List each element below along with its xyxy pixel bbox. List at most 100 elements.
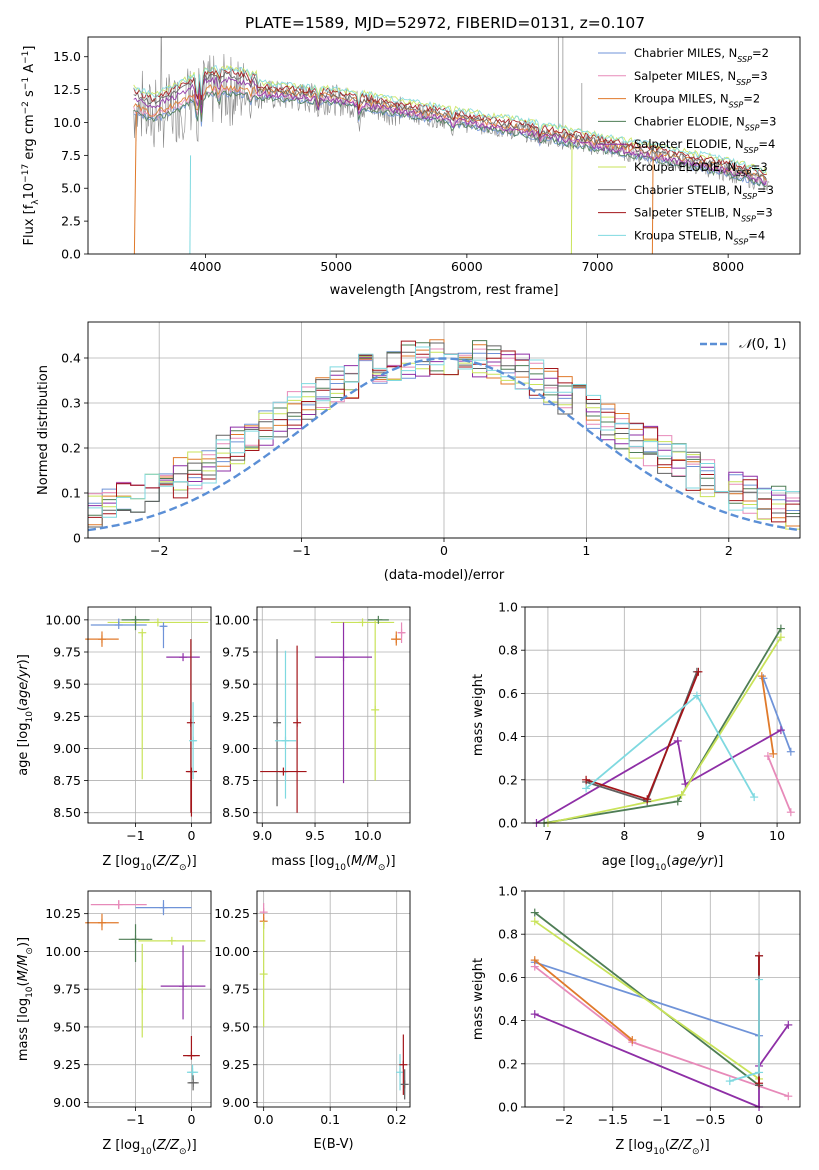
legend-entry: Salpeter ELODIE, NSSP=4 xyxy=(634,137,775,155)
y-tick-label: 10.25 xyxy=(45,906,81,921)
y-tick-label: 8.75 xyxy=(53,773,81,788)
residual-histogram xyxy=(88,340,800,523)
y-tick-label: 9.75 xyxy=(53,982,81,997)
y-tick-label: 1.0 xyxy=(498,600,518,615)
x-tick-label: 2 xyxy=(725,543,733,558)
age_vs_mass-points xyxy=(260,615,406,813)
x-tick-label: −0.5 xyxy=(695,1112,725,1127)
x-tick-label: 8000 xyxy=(712,259,744,274)
age_vs_mass-frame xyxy=(256,606,411,824)
data-point xyxy=(85,631,119,647)
y-tick-label: 0 xyxy=(73,531,81,546)
legend-entry: Kroupa ELODIE, NSSP=3 xyxy=(634,160,768,178)
mass_vs_Z-axes: −1 0 9.00 9.25 9.50 9.75 10.00 10.25 xyxy=(45,891,211,1127)
y-tick-label: 9.75 xyxy=(53,645,81,660)
data-point xyxy=(135,900,192,916)
spectrum-axes: 4000 5000 6000 7000 8000 0.0 2.5 5.0 7.5 10.0 12.5… xyxy=(53,49,744,274)
weight-line xyxy=(762,677,792,753)
y-axis-label: Normed distribution xyxy=(36,365,51,495)
y-tick-label: 10.00 xyxy=(214,612,250,627)
y-tick-label: 0.4 xyxy=(498,729,518,744)
x-axis-label: Z [log10(Z/Z⊙)] xyxy=(102,854,196,873)
x-tick-label: 10 xyxy=(769,828,785,843)
x-axis-label: (data-model)/error xyxy=(384,568,505,583)
y-tick-label: 0.2 xyxy=(498,772,518,787)
x-tick-label: 9.5 xyxy=(305,828,325,843)
x-tick-label: 0.0 xyxy=(254,1112,274,1127)
age_vs_Z-points xyxy=(85,615,209,817)
y-axis-label: mass weight xyxy=(471,674,486,756)
y-tick-label: 8.50 xyxy=(53,805,81,820)
data-point xyxy=(160,945,206,1020)
y-axis-label: mass weight xyxy=(471,958,486,1040)
y-tick-label: 0.2 xyxy=(498,1056,518,1071)
model-spectrum-line xyxy=(133,64,767,174)
y-tick-label: 10.00 xyxy=(214,944,250,959)
x-axis-label: wavelength [Angstrom, rest frame] xyxy=(330,283,559,298)
age_vs_mass-axes: 9.0 9.5 10.0 8.50 8.75 9.00 9.25 9.50 9.75 10.00 xyxy=(214,607,410,843)
data-point xyxy=(90,618,147,629)
y-axis-label: age [log10(age/yr)] xyxy=(16,654,35,776)
model-edge xyxy=(570,142,573,254)
y-tick-label: 7.5 xyxy=(61,148,81,163)
data-point xyxy=(138,628,147,780)
x-tick-label: 1 xyxy=(582,543,590,558)
y-axis-label: mass [log10(M/M⊙)] xyxy=(16,937,35,1061)
data-point xyxy=(183,1036,200,1060)
data-point xyxy=(315,622,373,784)
x-tick-label: 0.1 xyxy=(320,1112,340,1127)
y-tick-label: 10.0 xyxy=(53,115,81,130)
data-point xyxy=(400,1069,409,1100)
data-point xyxy=(118,924,153,962)
residual-histogram xyxy=(88,351,800,513)
x-tick-label: 0 xyxy=(187,1112,195,1127)
model-edge xyxy=(189,155,192,254)
y-tick-label: 9.25 xyxy=(222,709,250,724)
x-axis-label: age [log10(age/yr)] xyxy=(602,854,724,873)
legend-entry: Chabrier ELODIE, NSSP=3 xyxy=(634,114,776,131)
weight_vs_age-frame xyxy=(524,606,801,824)
x-tick-label: 7000 xyxy=(582,259,614,274)
data-point xyxy=(330,618,395,627)
x-tick-label: 0 xyxy=(755,1112,763,1127)
y-tick-label: 9.50 xyxy=(222,1019,250,1034)
weight_vs_Z-frame xyxy=(524,890,801,1108)
y-tick-label: 0.0 xyxy=(498,1100,518,1115)
y-tick-label: 0.3 xyxy=(61,396,81,411)
y-tick-label: 12.5 xyxy=(53,82,81,97)
data-point xyxy=(274,650,297,799)
residual-histogram xyxy=(88,342,800,528)
residuals-frame xyxy=(87,321,801,539)
legend-entry: Kroupa MILES, NSSP=2 xyxy=(634,92,760,110)
model-spectrum-line xyxy=(133,76,768,186)
mass_vs_ebv-axes: 0.0 0.1 0.2 9.00 9.25 9.50 9.75 10.00 10.25 xyxy=(214,891,410,1127)
y-tick-label: 0.8 xyxy=(498,927,518,942)
data-point xyxy=(273,639,282,807)
y-tick-label: 0.6 xyxy=(498,970,518,985)
mass_vs_ebv-frame xyxy=(256,890,411,1108)
x-axis-label: Z [log10(Z/Z⊙)] xyxy=(102,1138,196,1157)
age_vs_Z-frame xyxy=(87,606,212,824)
data-point xyxy=(260,767,307,776)
model-spectrum-line xyxy=(133,71,767,180)
data-point xyxy=(121,615,150,631)
data-point xyxy=(397,622,406,643)
x-tick-label: 6000 xyxy=(451,259,483,274)
legend-entry: Chabrier STELIB, NSSP=3 xyxy=(634,183,774,201)
model-edge xyxy=(651,156,654,254)
weight-line xyxy=(534,959,633,1041)
y-tick-label: 0.6 xyxy=(498,686,518,701)
y-tick-label: 0.0 xyxy=(61,247,81,262)
x-tick-label: 4000 xyxy=(190,259,222,274)
mass_vs_Z-frame xyxy=(87,890,212,1108)
x-tick-label: −2 xyxy=(150,543,168,558)
y-tick-label: 9.25 xyxy=(53,709,81,724)
x-tick-label: 5000 xyxy=(320,259,352,274)
data-point xyxy=(391,631,402,646)
x-tick-label: −1 xyxy=(126,1112,144,1127)
weight_vs_age-lines xyxy=(532,624,795,827)
data-point xyxy=(396,1054,405,1091)
model-spectrum-line xyxy=(133,90,767,188)
y-tick-label: 15.0 xyxy=(53,49,81,64)
x-axis-label: E(B-V) xyxy=(313,1137,353,1152)
